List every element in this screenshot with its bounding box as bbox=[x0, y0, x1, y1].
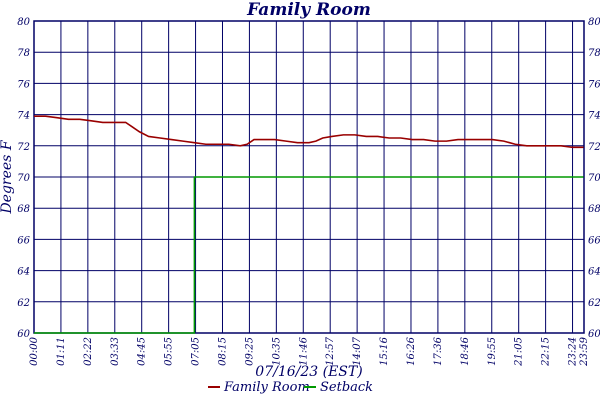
x-tick-label: 14:07 bbox=[352, 336, 363, 365]
x-tick-label: 16:26 bbox=[406, 336, 417, 365]
y-tick-label: 76 bbox=[588, 79, 600, 90]
y-tick-label: 68 bbox=[17, 204, 30, 215]
x-tick-label: 12:57 bbox=[325, 336, 336, 365]
y-tick-label: 70 bbox=[588, 173, 600, 184]
y-tick-label: 80 bbox=[17, 17, 30, 28]
legend-label: Setback bbox=[320, 380, 373, 395]
x-tick-label: 03:33 bbox=[110, 337, 121, 366]
x-tick-label: 09:25 bbox=[244, 337, 255, 366]
legend: Family Room Setback bbox=[208, 380, 373, 395]
x-axis-label: 07/16/23 (EST) bbox=[255, 364, 362, 380]
y-tick-label: 72 bbox=[588, 142, 600, 153]
y-tick-label: 72 bbox=[17, 142, 30, 153]
y-tick-label: 70 bbox=[17, 173, 30, 184]
y-tick-label: 64 bbox=[588, 267, 600, 278]
y-tick-label: 76 bbox=[17, 79, 30, 90]
x-tick-label: 10:35 bbox=[271, 337, 282, 366]
y-tick-label: 78 bbox=[17, 48, 30, 59]
x-tick-label: 21:05 bbox=[514, 337, 525, 367]
x-tick-label: 11:46 bbox=[298, 336, 309, 365]
x-tick-label: 01:11 bbox=[56, 337, 67, 366]
x-tick-label: 05:55 bbox=[164, 337, 175, 366]
legend-label: Family Room bbox=[223, 380, 310, 395]
x-tick-label: 00:00 bbox=[29, 336, 40, 365]
y-axis-label: Degrees F bbox=[0, 139, 15, 214]
y-tick-label: 66 bbox=[588, 235, 600, 246]
y-tick-label: 64 bbox=[17, 267, 30, 278]
y-tick-label: 60 bbox=[17, 329, 30, 340]
y-tick-label: 68 bbox=[588, 204, 600, 215]
chart-title: Family Room bbox=[246, 0, 371, 20]
y-tick-label: 80 bbox=[588, 17, 600, 28]
y-tick-label: 78 bbox=[588, 48, 600, 59]
y-tick-label: 62 bbox=[17, 298, 30, 309]
x-tick-label: 22:15 bbox=[541, 337, 552, 367]
y-tick-label: 74 bbox=[17, 111, 30, 122]
x-tick-label: 18:46 bbox=[460, 336, 471, 365]
x-tick-label: 08:15 bbox=[217, 337, 228, 366]
x-tick-label: 15:16 bbox=[379, 336, 390, 365]
y-axis-left: 60 62 64 66 68 70 72 74 76 78 80 bbox=[17, 17, 30, 340]
series-line bbox=[34, 176, 584, 334]
series-layer bbox=[34, 115, 584, 334]
x-tick-label: 19:55 bbox=[487, 337, 498, 366]
series-line bbox=[34, 115, 584, 149]
x-axis: 00:00 01:11 02:22 03:33 04:45 05:55 07:05 08:15… bbox=[29, 336, 590, 366]
x-tick-label: 17:36 bbox=[433, 336, 444, 365]
x-tick-label: 23:59 bbox=[579, 336, 590, 366]
x-tick-label: 04:45 bbox=[137, 337, 148, 366]
y-tick-label: 62 bbox=[588, 298, 600, 309]
y-tick-label: 66 bbox=[17, 235, 30, 246]
x-tick-label: 07:05 bbox=[191, 337, 202, 366]
y-tick-label: 74 bbox=[588, 111, 600, 122]
y-axis-right: 60 62 64 66 68 70 72 74 76 78 80 bbox=[588, 17, 600, 340]
x-tick-label: 02:22 bbox=[83, 337, 94, 366]
x-tick-label: 23:24 bbox=[568, 337, 579, 367]
y-tick-label: 60 bbox=[588, 329, 600, 340]
